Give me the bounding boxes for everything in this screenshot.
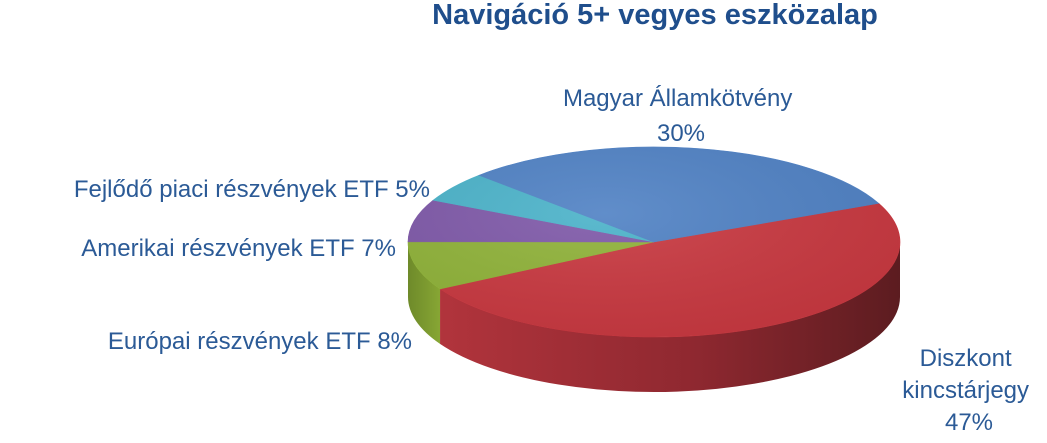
label-diszkont-kincstarjegy: Diszkont kincstárjegy 47% (902, 345, 1035, 436)
pie-side-diszkont-kincst-rjegy (440, 242, 900, 392)
label-diszkont-value: 47% (945, 409, 993, 436)
label-europai-reszvenyek: Európai részvények ETF 8% (108, 328, 412, 355)
label-diszkont-name-1: Diszkont (920, 345, 1012, 372)
label-magyar-value: 30% (657, 120, 705, 147)
label-fejlodo-piaci: Fejlődő piaci részvények ETF 5% (74, 176, 430, 203)
pie-side-eur-pai-r-szv-nyek-etf (408, 242, 441, 344)
label-magyar-allamkotveny: Magyar Államkötvény 30% (563, 85, 799, 147)
label-magyar-name: Magyar Államkötvény (563, 85, 792, 112)
label-diszkont-name-2: kincstárjegy (902, 377, 1029, 404)
chart-title: Navigáció 5+ vegyes eszközalap (432, 0, 878, 31)
label-amerikai-reszvenyek: Amerikai részvények ETF 7% (81, 235, 396, 262)
pie-sides (408, 242, 900, 392)
pie-top (407, 146, 901, 338)
pie-top-shading (408, 147, 900, 337)
